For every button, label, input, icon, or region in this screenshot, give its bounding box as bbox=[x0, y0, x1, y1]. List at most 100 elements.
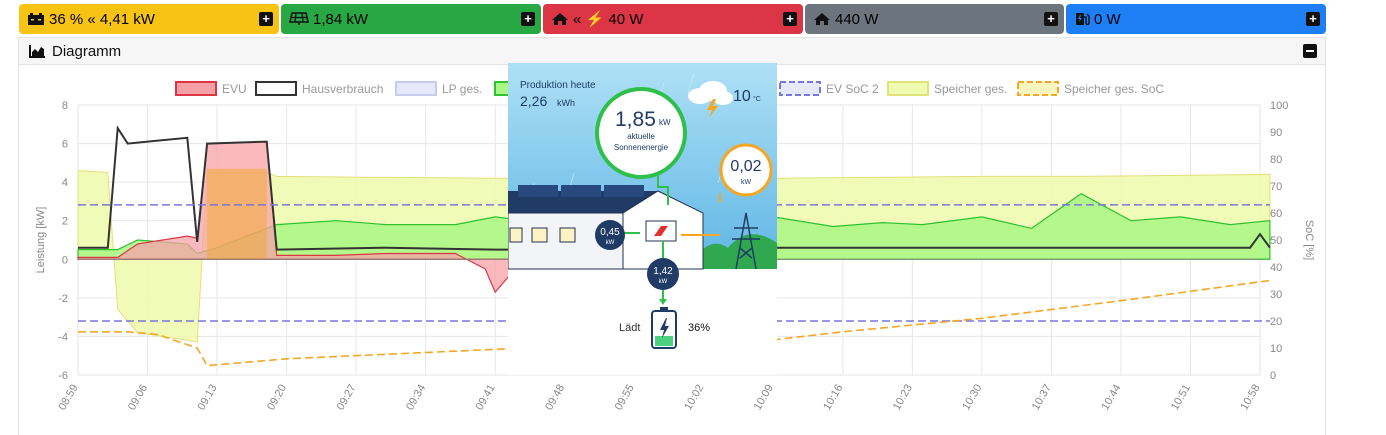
y2-tick-label: 50 bbox=[1270, 235, 1282, 247]
battery-percent-label: 36% bbox=[688, 322, 710, 334]
home-icon bbox=[814, 13, 830, 25]
battery-flow-unit: kW bbox=[659, 279, 668, 285]
energy-flow-card: Produktion heute 2,26 kWh 10 °C 1,85 kW … bbox=[508, 63, 777, 375]
y-tick-label: -2 bbox=[58, 293, 68, 305]
production-label: Produktion heute bbox=[520, 80, 596, 91]
x-tick-label: 10:09 bbox=[752, 383, 776, 413]
battery-expand-button[interactable]: + bbox=[259, 12, 273, 26]
solar-panel-icon bbox=[289, 12, 309, 25]
battery-status-tile[interactable]: 36 % « 4,41 kW + bbox=[19, 4, 279, 34]
grid-power-unit: kW bbox=[741, 179, 752, 186]
x-tick-label: 10:02 bbox=[682, 383, 706, 413]
y2-axis-label: SoC [%] bbox=[1303, 220, 1315, 260]
x-tick-label: 09:34 bbox=[404, 383, 428, 413]
legend-label: EV SoC 2 bbox=[826, 82, 879, 96]
x-tick-label: 10:30 bbox=[960, 383, 984, 413]
legend-label: Speicher ges. SoC bbox=[1064, 82, 1164, 96]
ev-tile[interactable]: 0 W + bbox=[1066, 4, 1326, 34]
x-tick-label: 10:51 bbox=[1169, 383, 1193, 413]
battery-icon bbox=[28, 13, 44, 25]
x-tick-label: 09:06 bbox=[126, 383, 150, 413]
temperature-unit: °C bbox=[753, 95, 761, 103]
speicher-evu-overlap bbox=[207, 168, 267, 260]
collapse-button[interactable] bbox=[1303, 44, 1317, 58]
house-power-unit: kW bbox=[606, 240, 615, 246]
battery-status-label: Lädt bbox=[619, 322, 640, 334]
y2-tick-label: 90 bbox=[1270, 127, 1282, 139]
chart-area-icon bbox=[29, 45, 45, 58]
legend-swatch bbox=[887, 81, 929, 96]
y-tick-label: -6 bbox=[58, 370, 68, 382]
y-axis-label: Leistung [kW] bbox=[35, 207, 47, 274]
grid-expand-button[interactable]: + bbox=[783, 12, 797, 26]
house-tile[interactable]: 440 W + bbox=[805, 4, 1064, 34]
legend-swatch bbox=[255, 81, 297, 96]
y-tick-label: -4 bbox=[58, 331, 68, 343]
y2-tick-label: 80 bbox=[1270, 154, 1282, 166]
pv-tile[interactable]: 1,84 kW + bbox=[281, 4, 541, 34]
y2-tick-label: 30 bbox=[1270, 289, 1282, 301]
x-tick-label: 09:13 bbox=[195, 383, 219, 413]
current-pv-value: 1,85 bbox=[615, 108, 656, 131]
ev-charger-icon bbox=[1076, 13, 1090, 26]
pv-flow-line bbox=[657, 175, 669, 205]
grid-power-value: 0,02 bbox=[730, 158, 761, 175]
y2-tick-label: 10 bbox=[1270, 343, 1282, 355]
x-tick-label: 09:20 bbox=[265, 383, 289, 413]
battery-flow-value: 1,42 bbox=[653, 266, 673, 277]
pv-tile-value: 1,84 kW bbox=[313, 10, 369, 28]
x-tick-label: 09:48 bbox=[543, 383, 567, 413]
home-grid-icon bbox=[552, 13, 568, 25]
house-expand-button[interactable]: + bbox=[1044, 12, 1058, 26]
pv-power-bubble bbox=[595, 87, 687, 179]
legend-label: Hausverbrauch bbox=[302, 82, 383, 96]
y2-tick-label: 70 bbox=[1270, 181, 1282, 193]
panel-title: Diagramm bbox=[52, 42, 122, 60]
production-value: 2,26 bbox=[520, 93, 547, 109]
legend-swatch bbox=[779, 81, 821, 96]
grid-tile-value: « ⚡ 40 W bbox=[573, 11, 644, 28]
y-tick-label: 6 bbox=[62, 139, 68, 151]
x-tick-label: 10:23 bbox=[891, 383, 915, 413]
legend-label: EVU bbox=[222, 82, 247, 96]
x-tick-label: 10:58 bbox=[1238, 383, 1262, 413]
x-tick-label: 09:41 bbox=[474, 383, 498, 413]
pv-expand-button[interactable]: + bbox=[521, 12, 535, 26]
y2-tick-label: 20 bbox=[1270, 316, 1282, 328]
legend-swatch bbox=[395, 81, 437, 96]
series-speicher-soc-line bbox=[78, 279, 1271, 367]
house-power-bubble bbox=[595, 220, 625, 250]
y2-tick-label: 100 bbox=[1270, 100, 1288, 112]
legend-label: Speicher ges. bbox=[934, 82, 1007, 96]
ev-tile-value: 0 W bbox=[1094, 10, 1121, 28]
x-tick-label: 10:44 bbox=[1099, 383, 1123, 413]
weather-cloud-icon bbox=[688, 81, 733, 118]
battery-tile-value: 36 % « 4,41 kW bbox=[49, 10, 155, 28]
x-tick-label: 08:59 bbox=[56, 383, 80, 413]
temperature-value: 10 bbox=[733, 88, 751, 105]
current-pv-label1: aktuelle bbox=[627, 132, 655, 141]
x-tick-label: 09:27 bbox=[335, 383, 359, 413]
legend-swatch bbox=[175, 81, 217, 96]
y-tick-label: 0 bbox=[62, 254, 68, 266]
y-tick-label: 2 bbox=[62, 216, 68, 228]
battery-icon bbox=[651, 307, 677, 349]
series-hausverbrauch-line bbox=[78, 125, 1271, 251]
grid-power-bubble bbox=[719, 143, 773, 197]
y2-tick-label: 40 bbox=[1270, 262, 1282, 274]
ev-expand-button[interactable]: + bbox=[1306, 12, 1320, 26]
battery-power-bubble bbox=[647, 258, 679, 290]
house-power-value: 0,45 bbox=[600, 227, 620, 238]
house-tile-value: 440 W bbox=[835, 10, 879, 28]
y2-tick-label: 0 bbox=[1270, 370, 1276, 382]
y2-tick-label: 60 bbox=[1270, 208, 1282, 220]
x-tick-label: 10:16 bbox=[821, 383, 845, 413]
x-tick-label: 10:37 bbox=[1030, 383, 1054, 413]
current-pv-label2: Sonnenenergie bbox=[614, 143, 669, 152]
legend-swatch bbox=[1017, 81, 1059, 96]
x-tick-label: 09:55 bbox=[613, 383, 637, 413]
grid-tile[interactable]: « ⚡ 40 W + bbox=[543, 4, 803, 34]
power-pylon-icon bbox=[732, 212, 760, 270]
y-tick-label: 4 bbox=[62, 177, 68, 189]
legend-swatch-pv bbox=[494, 81, 510, 96]
